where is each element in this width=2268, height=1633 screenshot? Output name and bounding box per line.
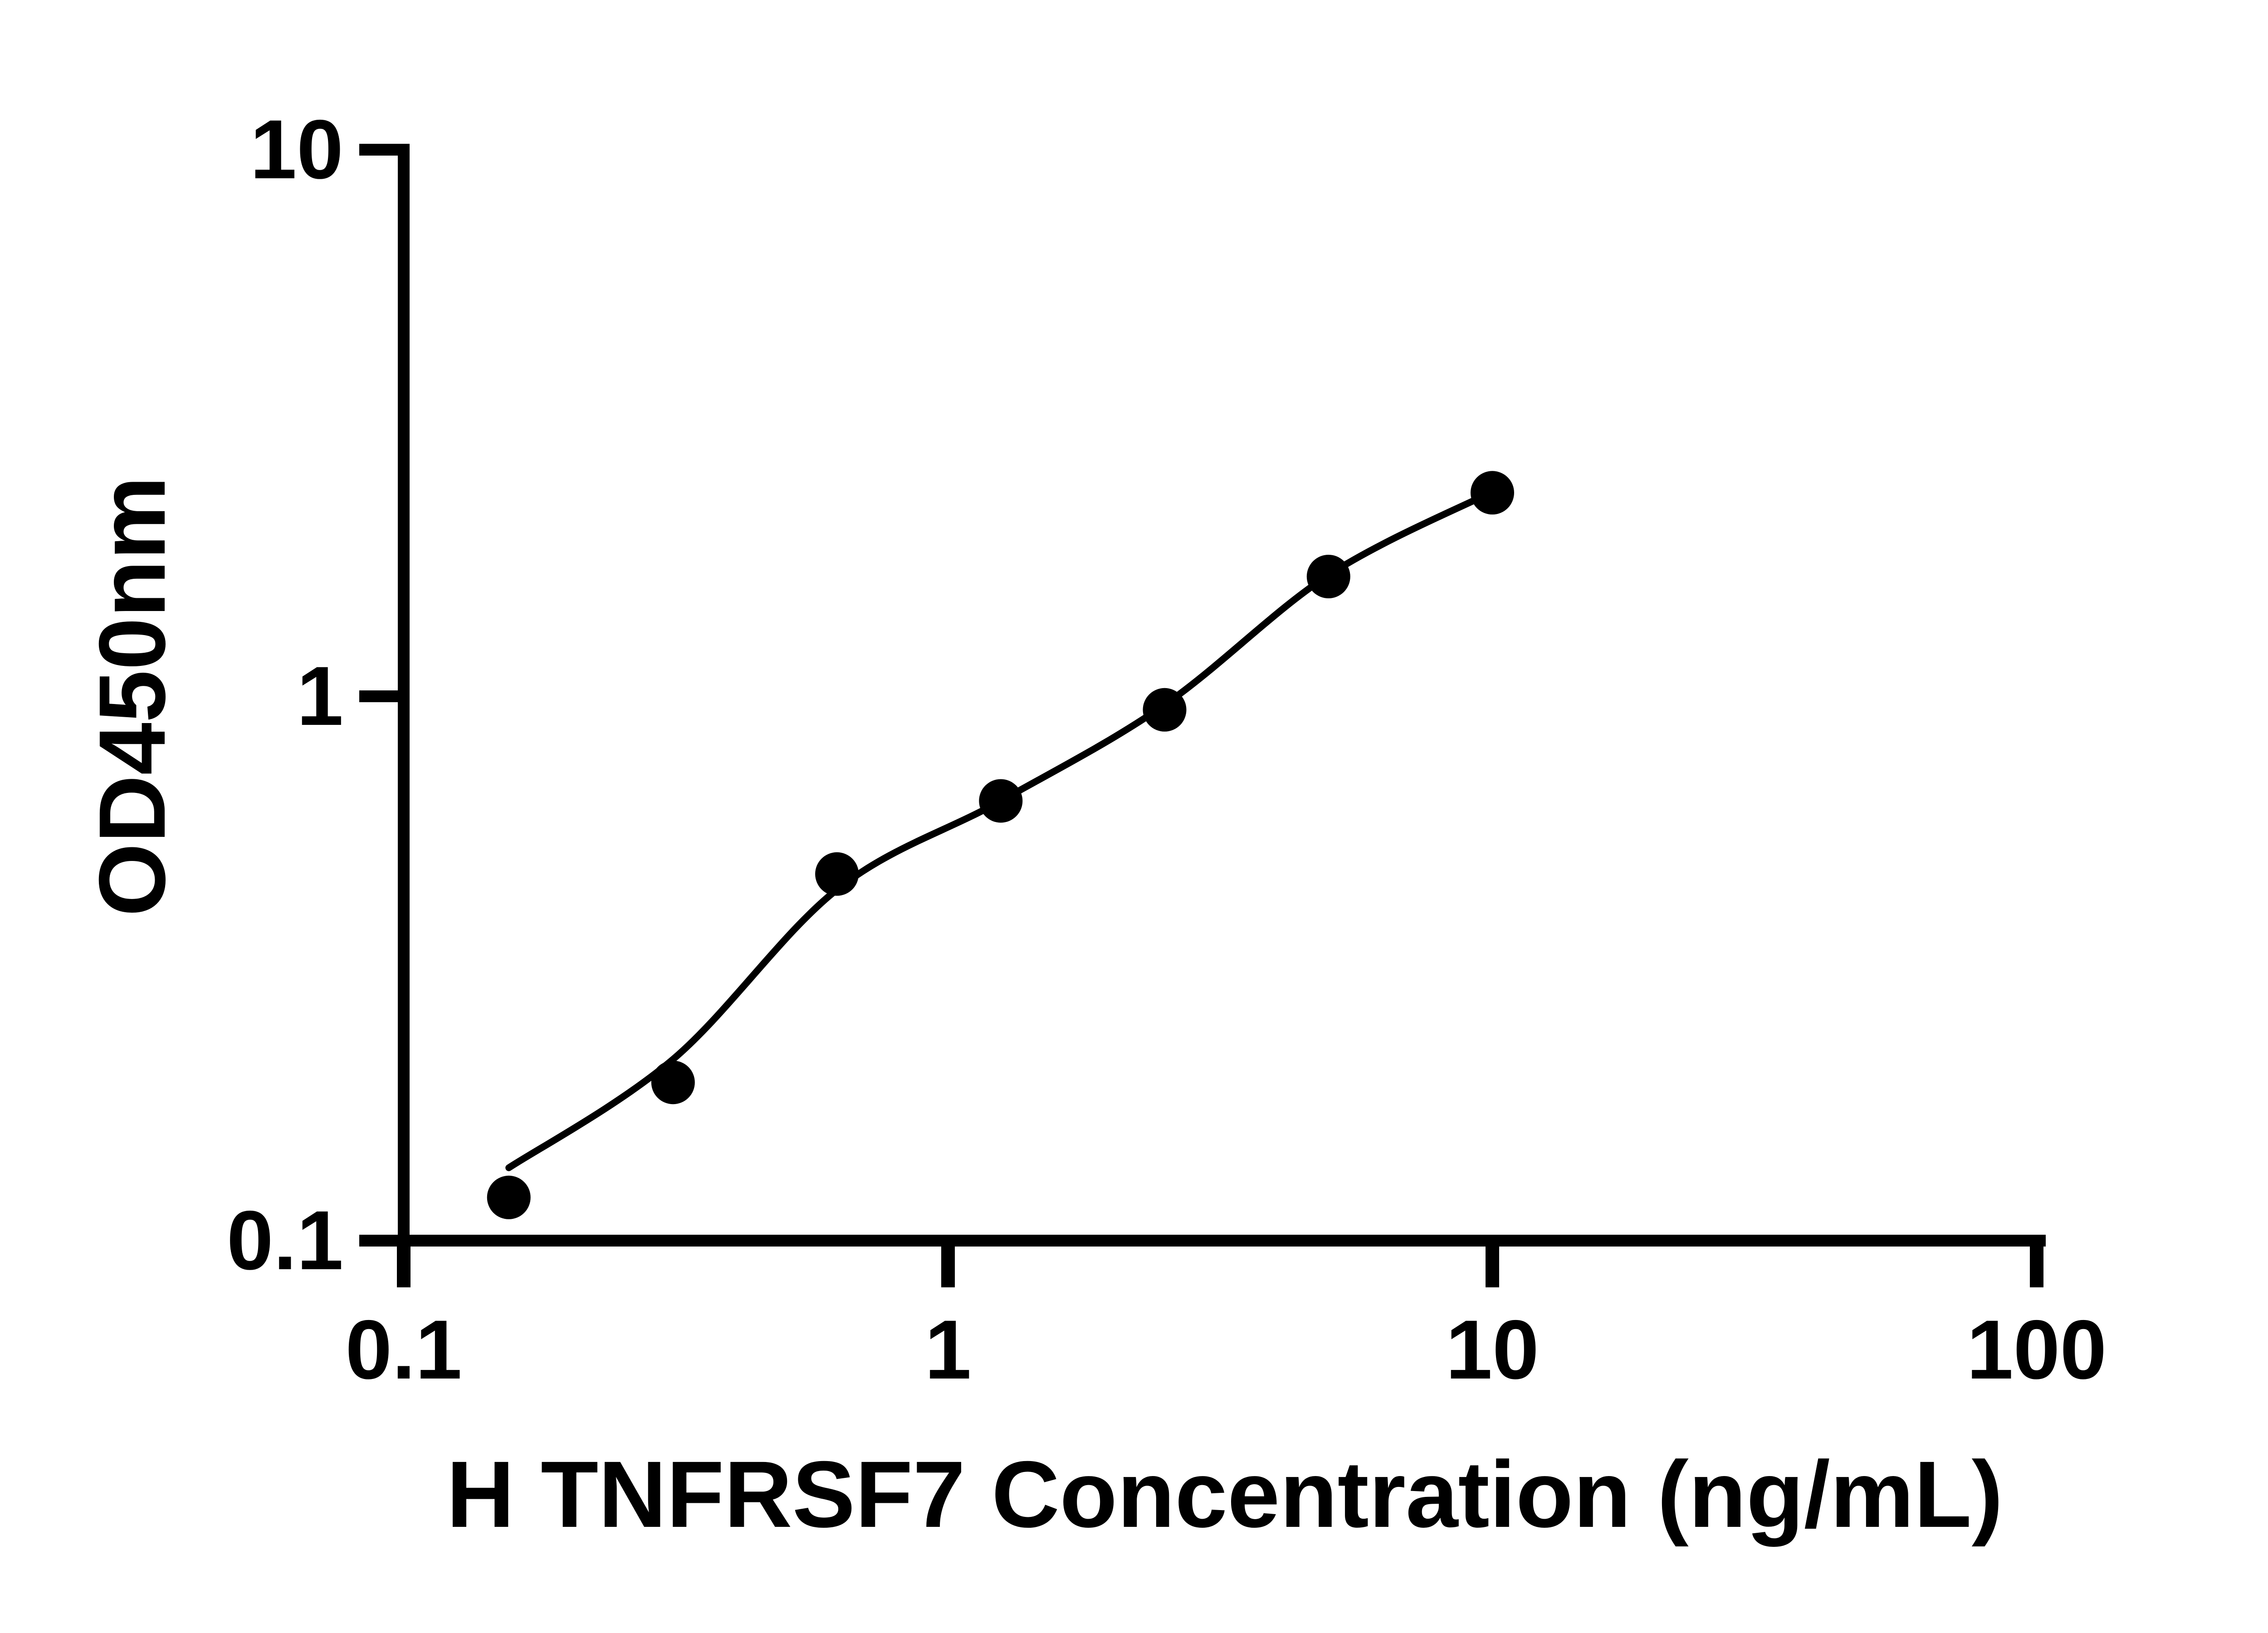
y-tick-label-1: 1 <box>297 650 343 743</box>
data-points <box>487 471 1514 1219</box>
data-point <box>1306 555 1350 598</box>
x-tick-label-1: 1 <box>925 1303 972 1397</box>
x-tick-label-100: 100 <box>1967 1303 2107 1397</box>
y-tick-10 <box>359 144 398 156</box>
y-axis-line <box>398 144 410 1247</box>
x-axis-title: H TNFRSF7 Concentration (ng/mL) <box>446 1442 2003 1547</box>
y-tick-1 <box>359 690 398 702</box>
data-point <box>1471 471 1514 515</box>
data-point <box>1143 688 1187 732</box>
y-tick-0p1 <box>359 1235 398 1247</box>
data-point <box>651 1061 695 1105</box>
data-point <box>815 852 859 896</box>
x-tick-10 <box>1486 1247 1499 1287</box>
x-tick-0p1 <box>397 1247 411 1287</box>
data-point <box>979 779 1023 823</box>
x-tick-label-0p1: 0.1 <box>345 1303 462 1397</box>
x-tick-label-10: 10 <box>1446 1303 1539 1397</box>
data-point <box>487 1175 531 1219</box>
y-tick-label-0p1: 0.1 <box>227 1194 343 1287</box>
x-axis-line <box>398 1235 2046 1247</box>
x-tick-1 <box>941 1247 955 1287</box>
y-tick-labels: 10 1 0.1 <box>227 103 343 1287</box>
axes <box>359 144 2046 1287</box>
x-tick-100 <box>2030 1247 2043 1287</box>
y-tick-label-10: 10 <box>250 103 343 196</box>
y-axis-title: OD450nm <box>80 476 185 916</box>
x-tick-labels: 0.1 1 10 100 <box>345 1303 2107 1397</box>
fit-curve <box>505 488 1496 1171</box>
